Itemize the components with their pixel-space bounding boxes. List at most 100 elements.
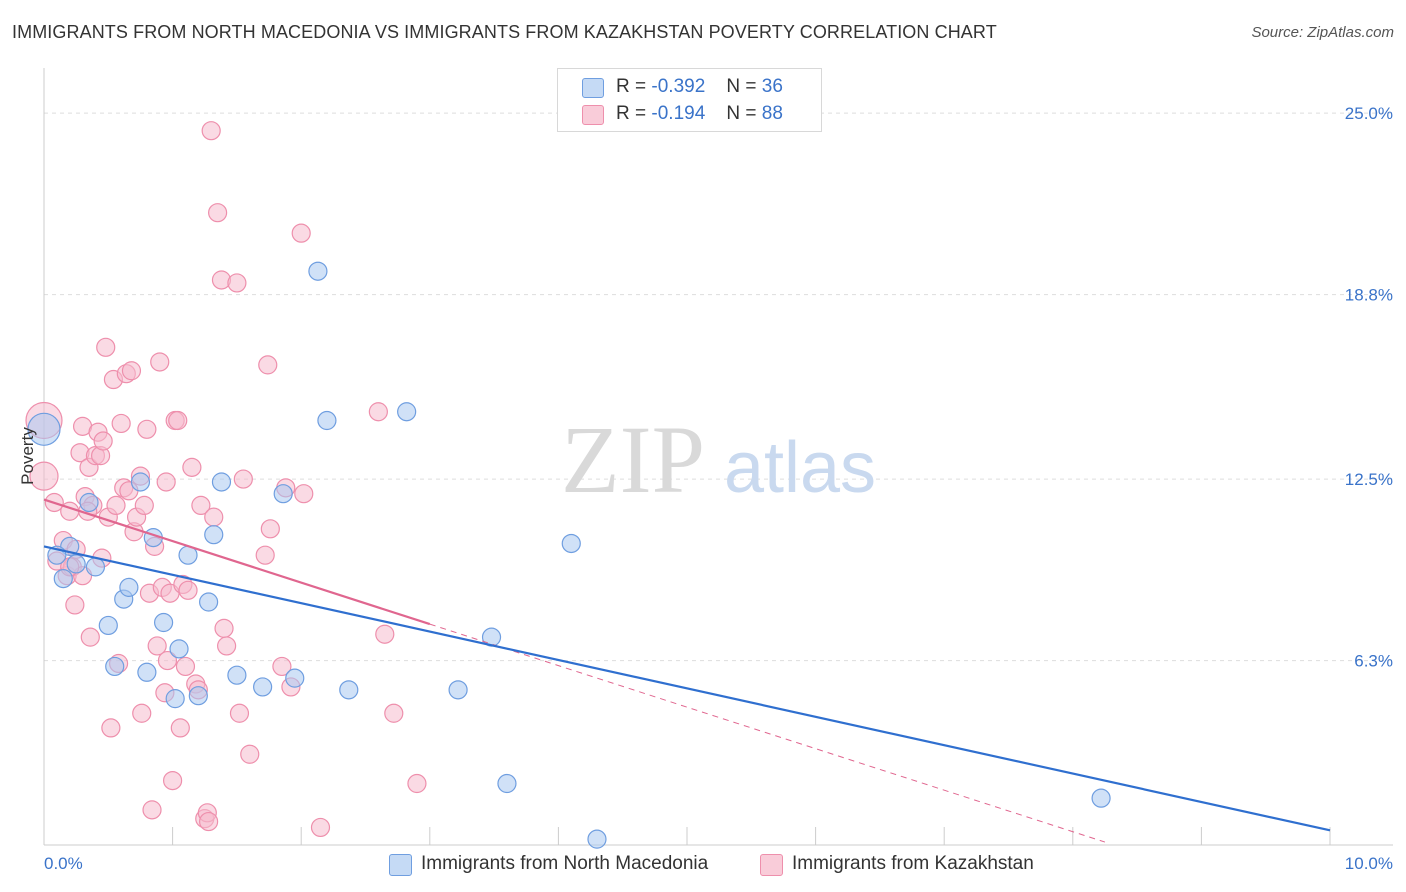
north-macedonia-point	[211, 472, 232, 492]
legend-r-label: R =	[616, 103, 647, 124]
north-macedonia-point	[98, 615, 118, 636]
kazakhstan-point	[214, 618, 234, 638]
north-macedonia-point	[188, 686, 208, 706]
kazakhstan-point	[229, 703, 250, 723]
legend-n-value-2: 88	[761, 103, 783, 124]
north-macedonia-point	[169, 639, 189, 659]
north-macedonia-point	[285, 668, 305, 688]
kazakhstan-point	[96, 337, 116, 357]
kazakhstan-point	[208, 203, 228, 223]
north-macedonia-point	[165, 689, 185, 709]
kazakhstan-point	[310, 817, 331, 838]
kazakhstan-point	[147, 636, 167, 656]
kazakhstan-point	[170, 718, 190, 738]
north-macedonia-point	[273, 484, 293, 504]
north-macedonia-point	[227, 665, 247, 685]
north-macedonia-point	[253, 677, 273, 697]
north-macedonia-point	[119, 577, 139, 597]
kazakhstan-point	[233, 469, 253, 489]
north-macedonia-point	[448, 680, 468, 700]
series-north-macedonia-points	[27, 261, 1111, 849]
north-macedonia-point	[587, 829, 607, 849]
kazakhstan-point	[106, 495, 126, 516]
kazakhstan-point	[255, 545, 275, 565]
north-macedonia-point	[1091, 788, 1111, 808]
legend-n-value-1: 36	[761, 76, 783, 97]
legend-n-label: N =	[726, 103, 757, 124]
tick-labels: 6.3% 12.5% 18.8% 25.0% 0.0% 10.0%	[44, 104, 1393, 873]
kazakhstan-point	[175, 656, 196, 677]
kazakhstan-point	[291, 223, 311, 243]
kazakhstan-point	[191, 495, 211, 516]
kazakhstan-point	[80, 627, 100, 647]
kazakhstan-point	[134, 495, 154, 516]
y-tick-label: 12.5%	[1345, 470, 1393, 489]
north-macedonia-point	[27, 412, 61, 446]
north-macedonia-point	[153, 612, 174, 633]
legend-r-value-2: -0.194	[651, 103, 706, 124]
kazakhstan-point	[111, 413, 131, 434]
kazakhstan-point	[294, 484, 314, 504]
y-tick-label: 6.3%	[1354, 652, 1393, 671]
kazakhstan-point	[150, 352, 170, 372]
watermark-zip: ZIP	[561, 406, 705, 513]
kazakhstan-point	[182, 457, 202, 477]
kazakhstan-point	[163, 770, 183, 791]
trend-lines	[43, 498, 1331, 843]
kazakhstan-point	[227, 273, 247, 293]
y-tick-label: 18.8%	[1345, 286, 1393, 305]
north-macedonia-point	[397, 402, 417, 422]
kazakhstan-point	[240, 744, 260, 764]
x-tick-label-max: 10.0%	[1345, 854, 1393, 873]
correlation-legend: R = -0.392 N = 36 R = -0.194 N = 88	[557, 68, 822, 132]
north-macedonia-point	[105, 656, 125, 677]
north-macedonia-point	[308, 261, 328, 281]
kazakhstan-point	[260, 519, 280, 539]
north-macedonia-point	[53, 568, 73, 589]
kazakhstan-point	[65, 595, 85, 615]
kazakhstan-point	[132, 703, 152, 723]
kazakhstan-trend-line-dashed	[429, 623, 1106, 843]
north-macedonia-point	[79, 492, 99, 513]
legend-r-label: R =	[616, 76, 647, 97]
kazakhstan-point	[368, 402, 388, 422]
kazakhstan-point	[407, 773, 427, 794]
bottom-legend-label-2: Immigrants from Kazakhstan	[792, 853, 1034, 874]
kazakhstan-point	[121, 361, 142, 381]
kazakhstan-point	[272, 656, 292, 677]
kazakhstan-point	[217, 636, 237, 656]
north-macedonia-point	[66, 554, 86, 574]
bottom-legend-label-1: Immigrants from North Macedonia	[421, 853, 709, 874]
y-tick-label: 25.0%	[1345, 104, 1393, 123]
kazakhstan-point	[204, 507, 224, 527]
north-macedonia-point	[199, 592, 219, 612]
kazakhstan-point	[199, 811, 219, 832]
kazakhstan-trend-line-solid	[43, 498, 431, 626]
kazakhstan-point	[168, 410, 188, 431]
north-macedonia-point	[317, 410, 337, 431]
kazakhstan-point	[178, 580, 198, 600]
north-macedonia-point	[85, 557, 106, 577]
kazakhstan-point	[142, 800, 162, 820]
legend-swatch-pink	[582, 105, 604, 125]
kazakhstan-point	[384, 703, 404, 723]
watermark: ZIP atlas	[561, 406, 876, 513]
kazakhstan-point	[157, 650, 178, 671]
x-tick-label-min: 0.0%	[44, 854, 83, 873]
north-macedonia-point	[204, 525, 224, 545]
kazakhstan-point	[375, 624, 395, 644]
north-macedonia-point	[339, 680, 359, 700]
north-macedonia-point	[137, 662, 157, 682]
kazakhstan-point	[29, 461, 59, 491]
legend-n-label: N =	[726, 76, 757, 97]
north-macedonia-point	[561, 533, 581, 554]
legend-r-value-1: -0.392	[651, 76, 706, 97]
kazakhstan-point	[258, 355, 278, 375]
kazakhstan-point	[156, 472, 176, 492]
y-axis-label: Poverty	[18, 427, 37, 485]
axes	[43, 68, 1393, 846]
bottom-legend-swatch-blue	[389, 854, 412, 876]
north-macedonia-point	[130, 472, 151, 492]
north-macedonia-point	[497, 773, 517, 794]
